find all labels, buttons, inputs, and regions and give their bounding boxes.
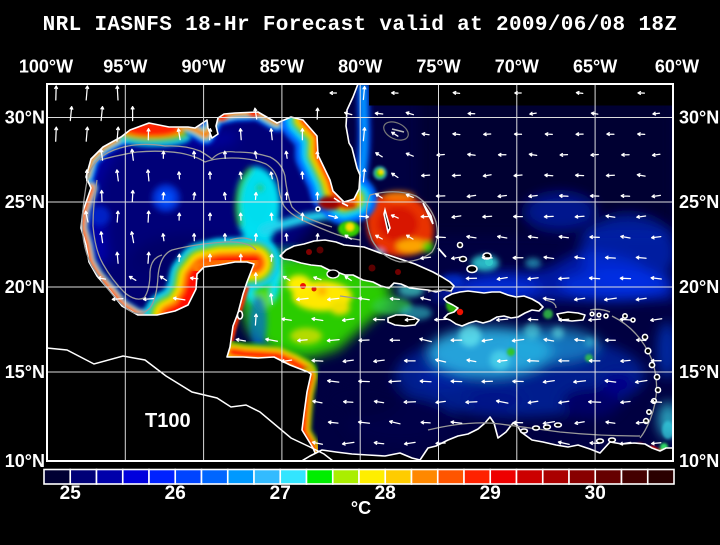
- svg-text:27: 27: [270, 483, 291, 504]
- svg-text:95°W: 95°W: [103, 57, 147, 77]
- svg-text:30°N: 30°N: [679, 108, 719, 128]
- svg-text:15°N: 15°N: [5, 362, 45, 382]
- svg-text:80°W: 80°W: [338, 57, 382, 77]
- svg-text:15°N: 15°N: [679, 362, 719, 382]
- svg-text:25: 25: [60, 483, 82, 504]
- svg-text:30: 30: [585, 483, 606, 504]
- svg-text:25°N: 25°N: [5, 192, 45, 212]
- svg-text:90°W: 90°W: [181, 57, 225, 77]
- svg-text:10°N: 10°N: [5, 451, 45, 471]
- svg-text:T100: T100: [145, 410, 191, 432]
- svg-text:25°N: 25°N: [679, 192, 719, 212]
- svg-text:85°W: 85°W: [260, 57, 304, 77]
- svg-text:°C: °C: [351, 498, 371, 518]
- svg-text:29: 29: [480, 483, 501, 504]
- svg-text:10°N: 10°N: [679, 451, 719, 471]
- svg-text:65°W: 65°W: [573, 57, 617, 77]
- svg-text:30°N: 30°N: [5, 108, 45, 128]
- svg-text:100°W: 100°W: [19, 57, 73, 77]
- svg-text:60°W: 60°W: [655, 57, 699, 77]
- svg-text:NRL IASNFS 18-Hr Forecast val: NRL IASNFS 18-Hr Forecast valid at 2009/…: [43, 14, 678, 37]
- svg-text:70°W: 70°W: [495, 57, 539, 77]
- svg-text:75°W: 75°W: [416, 57, 460, 77]
- svg-text:20°N: 20°N: [5, 277, 45, 297]
- svg-text:20°N: 20°N: [679, 277, 719, 297]
- svg-text:28: 28: [375, 483, 396, 504]
- svg-text:26: 26: [165, 483, 186, 504]
